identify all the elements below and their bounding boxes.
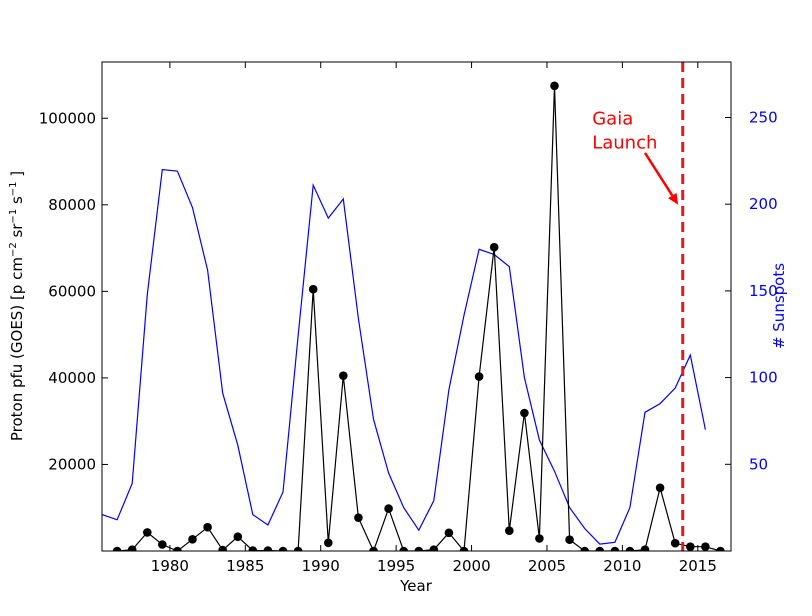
annotation-text-line2: Launch [592, 133, 657, 154]
y-left-tick-label: 40000 [48, 369, 96, 387]
x-tick-label: 2015 [679, 557, 717, 575]
annotation-arrow-shaft [643, 152, 674, 197]
proton-point [324, 538, 333, 548]
x-tick-label: 1990 [302, 557, 340, 575]
proton-point [158, 540, 167, 549]
annotation-text-line1: Gaia [592, 109, 633, 130]
y-left-tick-label: 60000 [48, 282, 96, 300]
proton-point [520, 408, 529, 418]
y-right-tick-label: 50 [749, 455, 768, 473]
proton-point [308, 284, 318, 294]
proton-point [459, 546, 469, 551]
x-tick-label: 1980 [151, 557, 189, 575]
y-left-axis-label: Proton pfu (GOES) [p cm−2 sr−1 s−1 ] [8, 171, 26, 441]
sunspot-series-line [102, 168, 706, 545]
proton-point [112, 546, 122, 551]
proton-point [670, 538, 680, 548]
y-right-tick-label: 100 [749, 369, 778, 387]
proton-point [188, 535, 197, 544]
y-left-label-part4: ] [8, 171, 26, 182]
proton-point [550, 81, 559, 91]
y-left-label-sup2: −1 [8, 209, 19, 224]
proton-point [293, 546, 303, 551]
proton-point [399, 546, 408, 551]
proton-point [143, 528, 152, 537]
proton-point [369, 546, 378, 551]
x-tick-label: 1985 [226, 557, 264, 575]
proton-point [218, 545, 227, 551]
proton-point [489, 242, 499, 252]
y-right-tick-label: 150 [749, 282, 778, 300]
proton-point [278, 546, 288, 551]
annotation-arrow-head [668, 192, 679, 205]
proton-point [248, 546, 258, 551]
proton-point [595, 546, 605, 551]
proton-point [414, 546, 424, 551]
proton-point [339, 371, 348, 381]
proton-series-line [117, 85, 721, 551]
proton-point [610, 546, 620, 551]
proton-point [127, 545, 137, 551]
y-left-label-sup1: −2 [8, 242, 19, 257]
proton-point [384, 504, 393, 513]
y-left-label-part3: s [8, 196, 26, 209]
proton-point [716, 546, 725, 551]
proton-point [444, 528, 454, 538]
proton-point [474, 372, 484, 381]
x-tick-label: 2005 [528, 557, 566, 575]
proton-point [655, 483, 665, 493]
proton-point [640, 545, 650, 551]
proton-point [625, 546, 635, 551]
y-right-tick-label: 200 [749, 195, 778, 213]
proton-point [565, 535, 574, 544]
y-left-tick-label: 80000 [48, 196, 96, 214]
x-tick-label: 1995 [377, 557, 415, 575]
proton-point [354, 513, 363, 522]
x-axis-label: Year [399, 577, 433, 595]
y-left-label-sup3: −1 [8, 181, 19, 196]
y-left-tick-label: 100000 [39, 109, 96, 127]
x-tick-label: 2000 [452, 557, 490, 575]
proton-point [535, 534, 544, 543]
proton-point [686, 542, 695, 551]
proton-point [505, 526, 514, 535]
proton-point [233, 532, 243, 541]
proton-point [173, 546, 182, 551]
plot-frame [101, 61, 732, 552]
proton-point [263, 546, 273, 551]
y-left-label-part2: sr [8, 223, 26, 243]
proton-point [701, 542, 710, 551]
y-right-axis-label: # Sunspots [770, 263, 788, 349]
proton-point [203, 522, 212, 532]
y-right-tick-label: 250 [749, 108, 778, 126]
proton-point [429, 545, 439, 551]
x-tick-label: 2010 [603, 557, 641, 575]
proton-point [580, 546, 589, 551]
y-left-label-part1: Proton pfu (GOES) [p cm [8, 257, 26, 441]
y-left-tick-label: 20000 [48, 455, 96, 473]
